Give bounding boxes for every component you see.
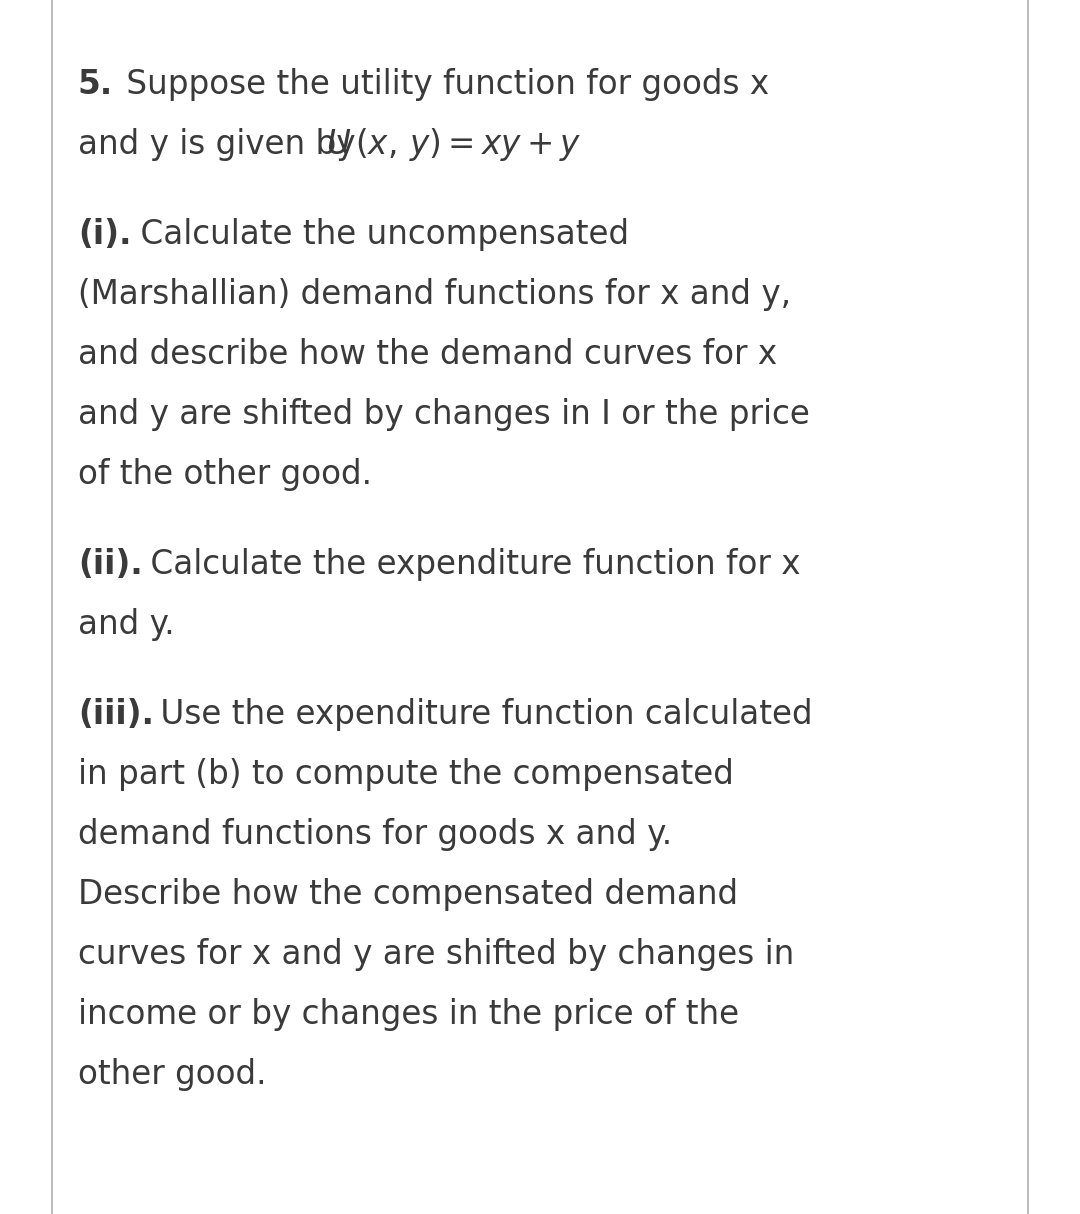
- Text: (Marshallian) demand functions for x and y,: (Marshallian) demand functions for x and…: [78, 278, 791, 311]
- Text: income or by changes in the price of the: income or by changes in the price of the: [78, 998, 739, 1031]
- Text: and describe how the demand curves for x: and describe how the demand curves for x: [78, 337, 777, 371]
- Text: and y.: and y.: [78, 608, 174, 641]
- Text: demand functions for goods x and y.: demand functions for goods x and y.: [78, 818, 672, 851]
- Text: $U\,(x,\,y) = xy + y$: $U\,(x,\,y) = xy + y$: [326, 126, 581, 163]
- Text: Use the expenditure function calculated: Use the expenditure function calculated: [150, 698, 812, 731]
- Text: and y is given by: and y is given by: [78, 127, 366, 161]
- Text: Suppose the utility function for goods x: Suppose the utility function for goods x: [116, 68, 769, 101]
- Text: in part (b) to compute the compensated: in part (b) to compute the compensated: [78, 758, 733, 792]
- Text: and y are shifted by changes in I or the price: and y are shifted by changes in I or the…: [78, 398, 810, 431]
- Text: of the other good.: of the other good.: [78, 458, 372, 490]
- Text: (ii).: (ii).: [78, 548, 143, 582]
- Text: 5.: 5.: [78, 68, 113, 101]
- Text: (i).: (i).: [78, 219, 132, 251]
- Text: (iii).: (iii).: [78, 698, 153, 731]
- Text: curves for x and y are shifted by changes in: curves for x and y are shifted by change…: [78, 938, 794, 971]
- Text: Calculate the uncompensated: Calculate the uncompensated: [130, 219, 629, 251]
- Text: Calculate the expenditure function for x: Calculate the expenditure function for x: [139, 548, 800, 582]
- Text: Describe how the compensated demand: Describe how the compensated demand: [78, 878, 738, 910]
- Text: other good.: other good.: [78, 1057, 267, 1091]
